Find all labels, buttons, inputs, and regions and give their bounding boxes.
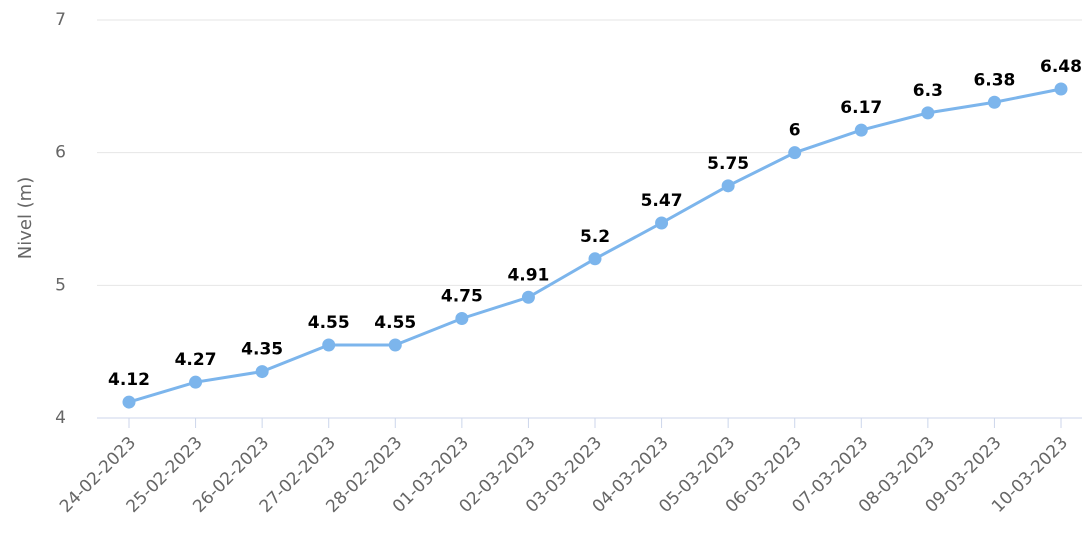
point [921,106,935,120]
data-label: 4.55 [374,313,416,333]
point [1054,82,1068,96]
point [588,252,602,266]
y-axis-label: Nivel (m) [15,177,36,260]
point [322,338,336,352]
data-label: 6.3 [913,81,943,101]
data-label: 4.35 [241,340,283,360]
point [987,95,1001,109]
point [455,312,469,325]
point [255,365,269,379]
data-label: 6 [789,121,801,141]
data-label: 5.75 [707,154,749,174]
y-tick-label: 7 [55,10,66,30]
data-label: 5.2 [580,227,610,247]
data-label: 4.55 [308,313,350,333]
data-label: 6.48 [1040,57,1082,77]
data-label: 4.12 [108,370,150,390]
point [122,395,136,409]
data-label: 6.38 [973,70,1015,90]
point [655,216,669,230]
y-tick-label: 6 [55,143,66,163]
data-label: 4.75 [441,287,483,307]
point [189,375,203,389]
point [388,338,402,352]
y-tick-label: 5 [55,275,66,295]
point [521,290,535,304]
point [854,123,868,137]
data-label: 6.17 [840,98,882,118]
data-label: 4.91 [507,265,549,285]
data-label: 4.27 [175,350,217,370]
point [788,146,802,160]
y-tick-label: 4 [55,408,66,428]
data-label: 5.47 [641,191,683,211]
point [721,179,735,193]
